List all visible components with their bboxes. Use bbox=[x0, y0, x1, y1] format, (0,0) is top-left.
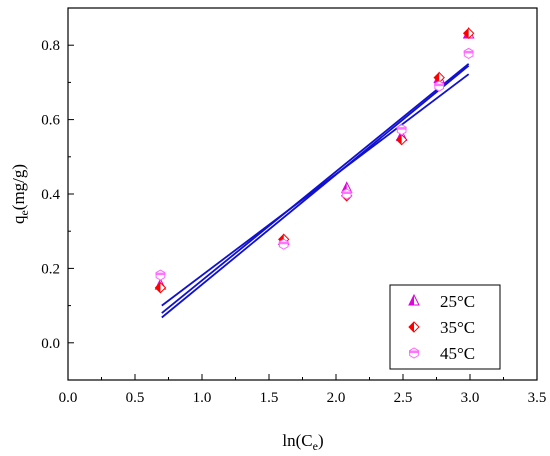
legend-marker-1 bbox=[408, 293, 420, 306]
y-tick-label: 0.0 bbox=[41, 336, 60, 352]
data-point-series-2 bbox=[395, 133, 408, 146]
legend-marker-3 bbox=[409, 347, 419, 359]
data-markers bbox=[154, 26, 475, 294]
x-tick-label: 3.5 bbox=[528, 390, 547, 406]
data-point-series-2 bbox=[154, 282, 167, 294]
fit-line-1 bbox=[161, 63, 470, 314]
data-point-series-3 bbox=[155, 269, 166, 281]
x-tick-label: 0.0 bbox=[59, 390, 78, 406]
x-axis-title: ln(Ce) bbox=[282, 431, 323, 453]
data-point-series-2 bbox=[433, 71, 445, 84]
y-axis-title: qe(mg/g) bbox=[9, 164, 31, 224]
legend-label-3: 45°C bbox=[440, 344, 475, 363]
y-tick-label: 0.8 bbox=[41, 38, 60, 54]
y-tick-label: 0.4 bbox=[41, 187, 60, 203]
x-tick-label: 0.5 bbox=[126, 390, 145, 406]
fit-line-2 bbox=[161, 64, 470, 319]
x-tick-label: 1.0 bbox=[193, 390, 212, 406]
y-tick-label: 0.2 bbox=[41, 261, 60, 277]
data-point-series-3 bbox=[396, 124, 407, 136]
x-axis: 0.0 0.5 1.0 1.5 2.0 2.5 3.0 3.5 bbox=[59, 374, 547, 406]
data-point-series-3 bbox=[341, 188, 352, 200]
fit-line-3 bbox=[161, 73, 470, 307]
data-point-series-3 bbox=[463, 47, 474, 59]
y-tick-label: 0.6 bbox=[41, 113, 60, 129]
y-axis: 0.0 0.2 0.4 0.6 0.8 bbox=[41, 7, 74, 381]
x-tick-label: 2.0 bbox=[327, 390, 346, 406]
data-point-series-2 bbox=[462, 27, 475, 40]
legend-label-2: 35°C bbox=[440, 318, 475, 337]
x-tick-label: 1.5 bbox=[260, 390, 279, 406]
data-point-series-3 bbox=[434, 80, 445, 92]
legend-label-1: 25°C bbox=[440, 292, 475, 311]
legend: 25°C 35°C 45°C bbox=[389, 284, 501, 370]
data-point-series-3 bbox=[278, 238, 289, 250]
x-tick-label: 3.0 bbox=[461, 390, 480, 406]
x-tick-label: 2.5 bbox=[394, 390, 413, 406]
legend-marker-2 bbox=[408, 321, 420, 333]
fit-lines bbox=[161, 63, 470, 319]
